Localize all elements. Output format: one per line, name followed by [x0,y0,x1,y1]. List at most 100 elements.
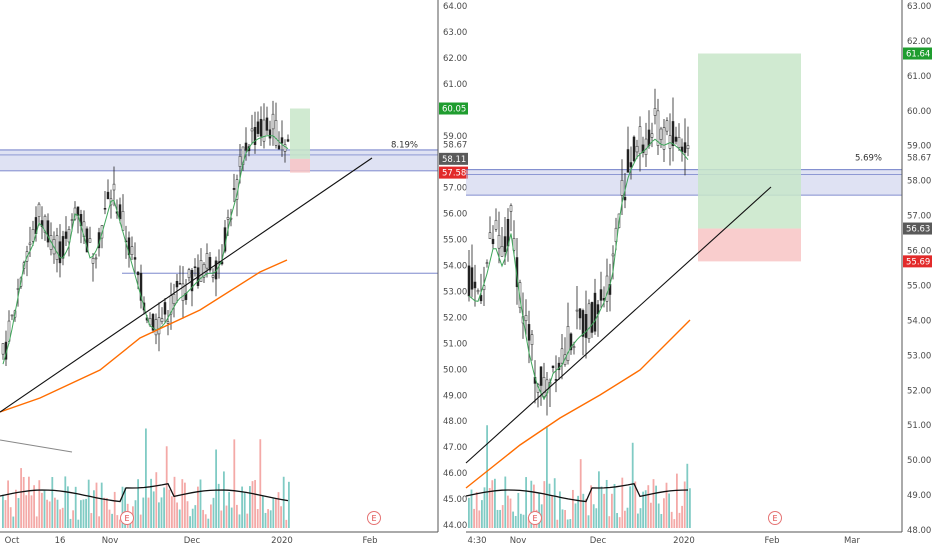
candle-body [467,265,471,297]
volume-bar [491,480,494,528]
right-chart-panel[interactable]: 63.00 62.00 61.00 60.00 59.00 58.00 57.00 56.00… [465,0,932,546]
price-badge [903,47,932,60]
volume-bar [564,510,566,528]
volume-bar [520,513,522,528]
price-tick-label: 47.00 [443,443,467,453]
candle-body [539,366,543,386]
time-tick-label: Feb [362,536,377,546]
candle-body [133,257,137,260]
volume-bar [595,508,598,528]
price-badge [903,222,932,235]
price-tick-label: 48.00 [443,417,467,427]
left-chart-panel[interactable]: 64.0063.0062.0061.0060.0059.0058.0057.00… [0,0,468,546]
volume-bar [230,507,233,528]
candle-body [503,236,507,252]
volume-bar [579,459,582,528]
candle-body [575,309,579,312]
candle-body [560,348,564,364]
earnings-marker-label: E [124,514,129,523]
volume-bar [155,472,158,528]
volume-bar [657,503,660,528]
candle-body [250,128,254,132]
time-tick-label: 4:30 [467,536,486,546]
volume-moving-average [465,482,689,503]
volume-bar [100,482,103,528]
trend-line [0,157,373,413]
volume-bar [171,496,173,528]
volume-bar [121,486,124,528]
price-tick-label: 51.00 [907,421,931,431]
candle-body [73,207,77,220]
support-zone [466,169,902,196]
price-tick-label: 52.00 [907,386,931,396]
candle-body [647,129,651,146]
candle-body [253,127,257,145]
candle-body [61,236,65,259]
earnings-marker [768,511,782,525]
price-tick-label: 62.00 [907,37,931,47]
volume-bar [551,495,553,528]
volume-bar [176,502,178,528]
volume-bar [207,518,210,528]
volume-bar [574,503,577,528]
volume-bar [272,497,275,528]
candle-body [641,144,645,153]
price-tick-label: 48.00 [907,526,931,536]
volume-bar [618,517,621,528]
candle-body [274,120,278,146]
volume-bar [663,498,665,528]
candle-body [136,271,140,276]
volume-bar [111,513,113,528]
volume-bar [7,480,9,528]
price-tick-label: 52.00 [443,313,467,323]
candle-body [587,303,591,339]
price-tick-label: 58.00 [907,177,931,187]
volume-bar [486,425,488,528]
candle-body [286,139,290,142]
candle-body [91,258,95,264]
candle-body [271,113,275,130]
volume-moving-average [0,482,289,503]
candle-body [500,246,504,257]
volume-bar [543,481,546,528]
price-tick-label: 50.00 [907,456,931,466]
volume-bar [173,476,176,528]
volume-bar [259,439,262,528]
volume-bar [285,519,288,528]
price-tick-label: 62.00 [443,54,467,64]
volume-bar [72,510,74,528]
candle-body [638,126,642,154]
volume-bar [533,484,535,528]
price-tick-label: 63.00 [443,28,467,38]
candle-body [76,206,80,216]
candle-body [157,317,161,335]
volume-bar [150,478,152,528]
volume-bar [488,488,491,528]
volume-bar [17,498,20,528]
volume-bar [616,513,618,528]
volume-bar [282,476,285,528]
earnings-marker-label: E [772,514,777,523]
volume-bar [134,500,137,528]
volume-bar [249,486,251,528]
volume-bar [277,492,280,528]
volume-bar [546,426,548,528]
candle-body [479,295,483,302]
candle-body [626,149,630,173]
time-tick-label: Dec [590,536,607,546]
time-tick-label: Oct [5,536,20,546]
candle-body [635,145,639,153]
candle-body [611,253,615,257]
time-tick-label: Nov [510,536,527,546]
candle-body [280,137,284,144]
candle-body [256,121,260,134]
earnings-marker-label: E [532,514,537,523]
candle-body [208,257,212,271]
volume-bar [43,490,46,528]
candle-body [121,211,125,231]
candle-body [566,326,570,361]
candle-body [554,379,558,381]
volume-bar [77,519,80,528]
volume-bar [499,509,501,528]
